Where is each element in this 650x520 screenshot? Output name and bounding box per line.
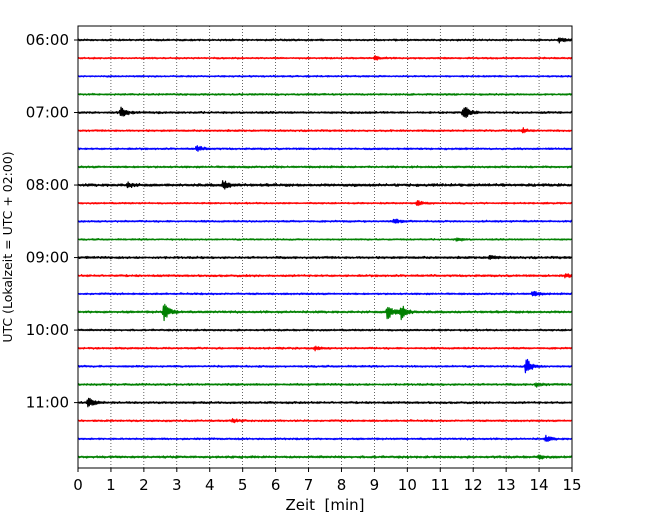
y-axis-title: UTC (Lokalzeit = UTC + 02:00) [0, 151, 15, 342]
trace-1000 [77, 328, 573, 332]
trace-1130 [77, 434, 573, 443]
trace-0800 [77, 180, 573, 190]
x-axis: 0 1 2 3 4 5 6 7 8 9 10 11 12 13 14 15 [73, 468, 582, 494]
x-tick-label: 9 [370, 476, 380, 494]
trace-1145 [77, 454, 573, 460]
trace-0645 [77, 92, 573, 96]
plot-frame [77, 25, 573, 469]
x-tick-label: 2 [139, 476, 149, 494]
x-tick-label: 14 [530, 476, 549, 494]
x-tick-label: 3 [172, 476, 182, 494]
x-tick-label: 6 [271, 476, 281, 494]
y-tick-label: 06:00 [26, 31, 69, 49]
trace-0630 [77, 74, 573, 78]
trace-0730 [77, 145, 573, 152]
trace-1030 [77, 358, 573, 374]
trace-1115 [77, 418, 573, 424]
trace-0615 [77, 55, 573, 61]
x-tick-label: 15 [562, 476, 581, 494]
y-tick-label: 10:00 [26, 321, 69, 339]
traces [77, 37, 573, 460]
trace-0915 [77, 273, 573, 279]
trace-0930 [77, 290, 573, 297]
trace-0745 [77, 165, 573, 169]
trace-0945 [77, 303, 573, 322]
trace-1045 [77, 382, 573, 388]
x-tick-label: 12 [464, 476, 483, 494]
x-tick-label: 1 [106, 476, 116, 494]
trace-0715 [77, 127, 573, 134]
plot-area [78, 26, 572, 468]
y-tick-label: 09:00 [26, 249, 69, 267]
trace-0700 [77, 106, 573, 119]
x-tick-label: 7 [304, 476, 314, 494]
y-tick-label: 08:00 [26, 176, 69, 194]
trace-1100 [77, 397, 573, 408]
y-tick-label: 07:00 [26, 104, 69, 122]
trace-0845 [77, 237, 573, 242]
trace-0830 [77, 218, 573, 224]
y-tick-label: 11:00 [26, 394, 69, 412]
x-tick-label: 5 [238, 476, 248, 494]
x-tick-label: 0 [73, 476, 83, 494]
trace-0900 [77, 254, 573, 260]
x-axis-title: Zeit [min] [285, 496, 364, 514]
trace-0815 [77, 200, 573, 207]
y-axis: 06:00 07:00 08:00 09:00 10:00 11:00 [26, 31, 78, 412]
trace-0600 [77, 37, 573, 44]
x-tick-label: 10 [398, 476, 417, 494]
x-tick-label: 13 [497, 476, 516, 494]
x-tick-label: 8 [337, 476, 347, 494]
x-tick-label: 4 [205, 476, 215, 494]
trace-1015 [77, 345, 573, 352]
x-tick-label: 11 [431, 476, 450, 494]
